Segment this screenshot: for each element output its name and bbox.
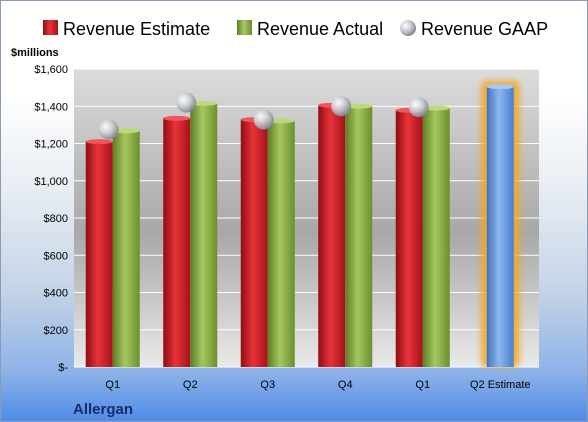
gaap-markers <box>98 92 429 140</box>
x-tick-label: Q1 <box>415 379 430 391</box>
bar-q2-estimate <box>486 86 514 367</box>
bar-revenue-actual <box>190 103 218 368</box>
legend-label-estimate: Revenue Estimate <box>63 19 210 39</box>
y-axis: $- $200 $400 $600 $800 $1,000 $1,200 $1,400 $1,6… <box>34 64 68 374</box>
bar-top-revenue-estimate <box>85 139 113 145</box>
bar-revenue-estimate <box>85 141 113 367</box>
bar-revenue-actual <box>422 108 450 368</box>
x-tick-label: Q4 <box>338 379 353 391</box>
legend-label-actual: Revenue Actual <box>257 19 383 39</box>
gaap-marker <box>408 97 429 118</box>
bar-top-revenue-actual <box>267 118 295 124</box>
y-tick-label: $1,400 <box>34 101 68 113</box>
company-name: Allergan <box>73 401 133 418</box>
bar-revenue-actual <box>112 130 140 367</box>
y-tick-label: $800 <box>44 213 68 225</box>
y-tick-label: $1,000 <box>34 176 68 188</box>
bars-group <box>85 80 520 368</box>
bar-revenue-estimate <box>395 110 423 367</box>
bar-revenue-actual <box>345 106 373 367</box>
y-tick-label: $1,200 <box>34 139 68 151</box>
gaap-marker <box>176 92 197 113</box>
y-tick-label: $600 <box>44 250 68 262</box>
x-tick-label: Q2 <box>183 379 198 391</box>
y-tick-label: $200 <box>44 325 68 337</box>
x-axis: Q1 Q2 Q3 Q4 Q1 Q2 Estimate <box>105 379 530 391</box>
bar-top-revenue-actual <box>112 128 140 134</box>
bar-top-revenue-actual <box>190 100 218 106</box>
legend-item-revenue-actual: Revenue Actual <box>237 19 383 39</box>
gaap-marker <box>253 109 274 130</box>
bar-revenue-actual <box>267 120 295 367</box>
bar-top-q2-estimate <box>486 84 514 90</box>
gaap-marker <box>331 96 352 117</box>
y-tick-label: $400 <box>44 288 68 300</box>
bar-top-revenue-actual <box>422 105 450 111</box>
gridlines <box>74 68 539 368</box>
x-tick-label: Q2 Estimate <box>470 379 531 391</box>
x-tick-label: Q1 <box>105 379 120 391</box>
legend: Revenue Estimate Revenue Actual Revenue … <box>43 19 548 39</box>
legend-swatch-green <box>237 20 252 35</box>
legend-item-revenue-gaap: Revenue GAAP <box>400 19 548 39</box>
legend-label-gaap: Revenue GAAP <box>421 19 548 39</box>
bar-top-revenue-actual <box>345 103 373 109</box>
bar-revenue-estimate <box>240 119 268 367</box>
gaap-marker <box>98 119 119 140</box>
legend-item-revenue-estimate: Revenue Estimate <box>43 19 210 39</box>
y-tick-label: $- <box>58 362 68 374</box>
legend-swatch-gaap-ball <box>400 20 416 36</box>
bar-revenue-estimate <box>163 118 191 367</box>
bar-top-revenue-estimate <box>163 115 191 121</box>
bar-revenue-estimate <box>318 105 346 367</box>
unit-label: $millions <box>11 47 59 59</box>
legend-swatch-red <box>43 20 58 35</box>
y-tick-label: $1,600 <box>34 64 68 76</box>
x-tick-label: Q3 <box>260 379 275 391</box>
